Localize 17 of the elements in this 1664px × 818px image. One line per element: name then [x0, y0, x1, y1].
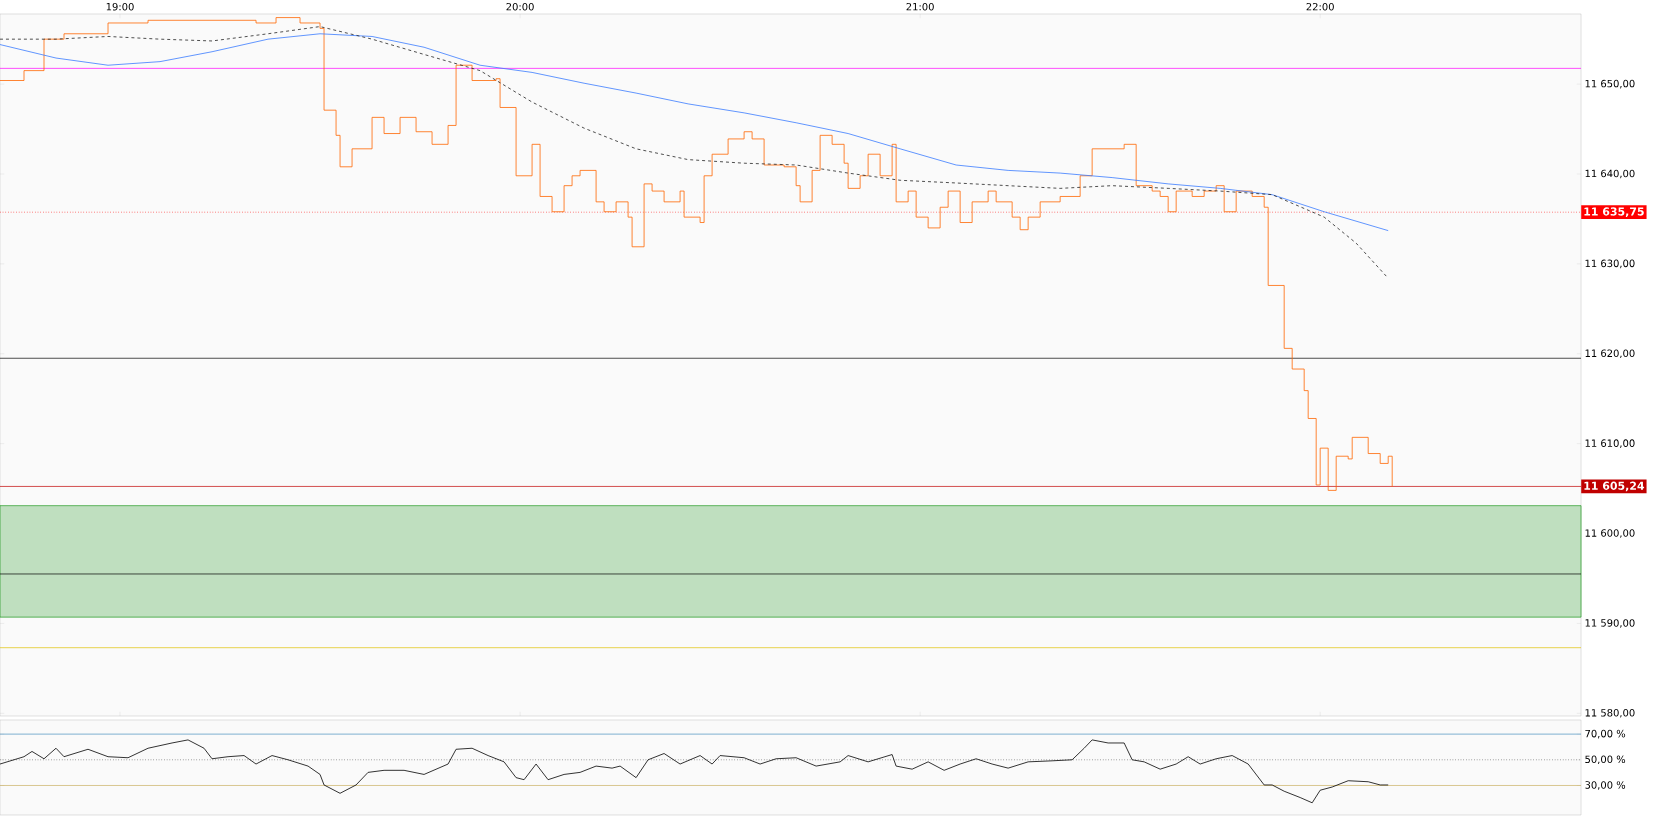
x-tick-label: 19:00 — [106, 2, 134, 11]
y-tick-label: 30,00 % — [1585, 781, 1626, 790]
y-tick-label: 11 630,00 — [1585, 259, 1635, 269]
x-tick-label: 22:00 — [1306, 2, 1334, 11]
y-tick-label: 11 640,00 — [1585, 169, 1635, 179]
y-tick-label: 50,00 % — [1585, 755, 1626, 765]
x-tick-label: 21:00 — [906, 2, 934, 11]
ref-line-label: 11 635,75 — [1584, 207, 1644, 218]
x-tick-label: 20:00 — [506, 2, 534, 11]
y-tick-label: 11 620,00 — [1585, 349, 1635, 359]
y-tick-label: 11 580,00 — [1585, 709, 1635, 718]
y-tick-label: 11 610,00 — [1585, 439, 1635, 448]
y-tick-label: 11 600,00 — [1585, 529, 1635, 538]
y-tick-label: 11 590,00 — [1585, 619, 1635, 628]
y-tick-label: 11 650,00 — [1585, 79, 1635, 89]
y-tick-label: 70,00 % — [1585, 729, 1626, 739]
ref-line-label: 11 605,24 — [1584, 481, 1645, 492]
